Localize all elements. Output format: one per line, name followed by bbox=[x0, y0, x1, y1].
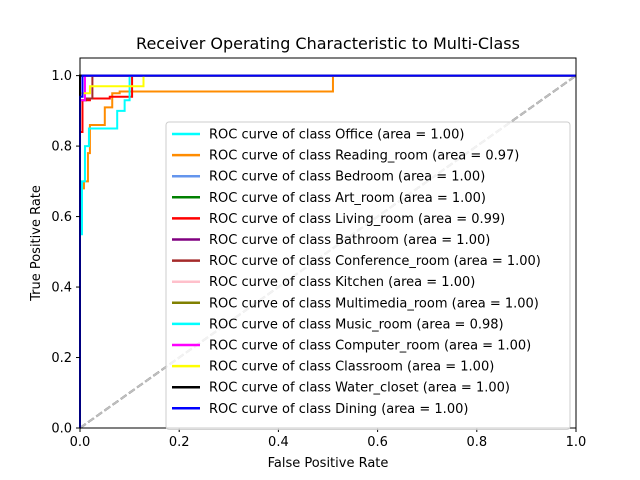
roc-curve-line bbox=[79, 74, 576, 428]
legend-entry-label: ROC curve of class Multimedia_room (area… bbox=[209, 296, 539, 311]
x-axis-label: False Positive Rate bbox=[268, 456, 389, 471]
legend-entry-label: ROC curve of class Kitchen (area = 1.00) bbox=[209, 275, 475, 290]
legend-entry-label: ROC curve of class Computer_room (area =… bbox=[209, 339, 531, 354]
y-tick-label: 0.6 bbox=[51, 210, 72, 225]
legend-entry-label: ROC curve of class Art_room (area = 1.00… bbox=[209, 191, 486, 206]
y-tick-label: 0.0 bbox=[51, 422, 72, 437]
legend-entry-label: ROC curve of class Office (area = 1.00) bbox=[209, 128, 464, 143]
legend-entry-label: ROC curve of class Classroom (area = 1.0… bbox=[209, 360, 494, 375]
legend: ROC curve of class Office (area = 1.00) R… bbox=[165, 121, 571, 430]
y-tick-label: 0.8 bbox=[51, 140, 72, 155]
x-axis-ticks: 0.0 0.2 0.4 0.6 0.8 1.0 bbox=[70, 428, 587, 450]
y-tick-label: 0.4 bbox=[51, 281, 72, 296]
legend-entry-label: ROC curve of class Reading_room (area = … bbox=[209, 149, 519, 164]
y-tick-label: 1.0 bbox=[51, 69, 72, 84]
legend-box bbox=[165, 121, 571, 430]
x-tick-label: 0.4 bbox=[268, 435, 289, 450]
roc-curve-line bbox=[79, 74, 576, 428]
x-tick-label: 1.0 bbox=[566, 435, 587, 450]
legend-entry-label: ROC curve of class Dining (area = 1.00) bbox=[209, 402, 468, 417]
chart-title: Receiver Operating Characteristic to Mul… bbox=[136, 34, 520, 53]
legend-entry-label: ROC curve of class Bathroom (area = 1.00… bbox=[209, 233, 490, 248]
y-axis-label: True Positive Rate bbox=[29, 185, 44, 302]
x-tick-label: 0.6 bbox=[367, 435, 388, 450]
x-tick-label: 0.0 bbox=[70, 435, 91, 450]
y-tick-label: 0.2 bbox=[51, 351, 72, 366]
y-axis-ticks: 0.0 0.2 0.4 0.6 0.8 1.0 bbox=[51, 69, 80, 437]
legend-entry-label: ROC curve of class Music_room (area = 0.… bbox=[209, 317, 504, 332]
legend-entry-label: ROC curve of class Bedroom (area = 1.00) bbox=[209, 170, 485, 185]
legend-entry-label: ROC curve of class Conference_room (area… bbox=[209, 254, 541, 269]
legend-entry-label: ROC curve of class Living_room (area = 0… bbox=[209, 212, 505, 227]
x-tick-label: 0.2 bbox=[169, 435, 190, 450]
x-tick-label: 0.8 bbox=[466, 435, 487, 450]
legend-entry-label: ROC curve of class Water_closet (area = … bbox=[209, 381, 510, 396]
